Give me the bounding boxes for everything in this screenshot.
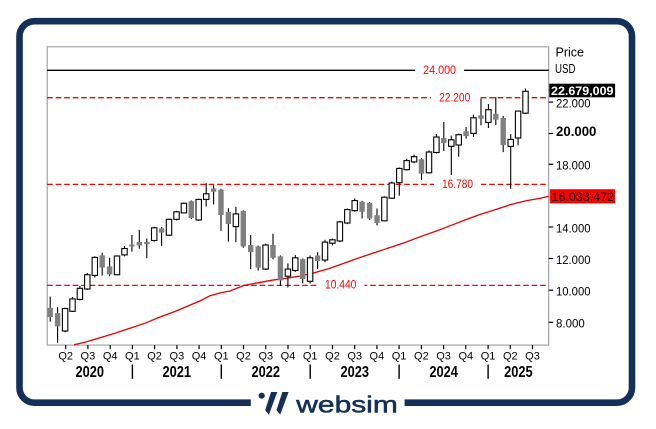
svg-text:Q2: Q2	[414, 351, 429, 363]
svg-text:Q4: Q4	[370, 351, 385, 363]
svg-text:Q4: Q4	[192, 351, 207, 363]
svg-text:Q3: Q3	[81, 351, 96, 363]
svg-text:20.000: 20.000	[556, 124, 596, 139]
svg-text:2025: 2025	[504, 364, 533, 381]
svg-text:Q1: Q1	[125, 351, 140, 363]
svg-text:24.000: 24.000	[423, 65, 456, 77]
svg-text:Q3: Q3	[436, 351, 451, 363]
svg-text:Q2: Q2	[236, 351, 251, 363]
svg-text:10.440: 10.440	[325, 280, 356, 292]
svg-text:14.000: 14.000	[556, 223, 591, 235]
svg-text:Q1: Q1	[303, 351, 318, 363]
svg-text:16.033,472: 16.033,472	[552, 190, 615, 204]
svg-text:2020: 2020	[76, 364, 105, 381]
svg-text:2022: 2022	[252, 364, 281, 381]
svg-text:Q2: Q2	[325, 351, 340, 363]
svg-text:16.780: 16.780	[442, 179, 473, 191]
svg-text:Price: Price	[556, 46, 585, 60]
svg-text:22.200: 22.200	[439, 93, 470, 105]
svg-text:USD: USD	[555, 62, 576, 76]
svg-text:Q4: Q4	[281, 351, 296, 363]
svg-text:Q4: Q4	[458, 351, 473, 363]
svg-text:2021: 2021	[163, 364, 192, 381]
svg-text:Q3: Q3	[525, 351, 540, 363]
svg-text:18.000: 18.000	[556, 161, 591, 173]
svg-text:Q2: Q2	[58, 351, 73, 363]
svg-text:Q3: Q3	[347, 351, 362, 363]
svg-text:22.000: 22.000	[556, 99, 591, 111]
svg-text:Q3: Q3	[258, 351, 273, 363]
svg-text:8.000: 8.000	[556, 319, 585, 331]
svg-text:Q3: Q3	[170, 351, 185, 363]
svg-text:Q2: Q2	[503, 351, 518, 363]
svg-text:12.000: 12.000	[556, 255, 591, 267]
svg-text:websim: websim	[295, 391, 398, 417]
svg-text:Q1: Q1	[481, 351, 496, 363]
svg-text:22.679,009: 22.679,009	[551, 84, 614, 98]
svg-text:2024: 2024	[429, 364, 458, 381]
svg-text:Q4: Q4	[103, 351, 118, 363]
svg-text:Q1: Q1	[392, 351, 407, 363]
svg-text:Q2: Q2	[147, 351, 162, 363]
svg-text:2023: 2023	[340, 364, 369, 381]
svg-text:10.000: 10.000	[556, 287, 591, 299]
svg-text:Q1: Q1	[214, 351, 229, 363]
